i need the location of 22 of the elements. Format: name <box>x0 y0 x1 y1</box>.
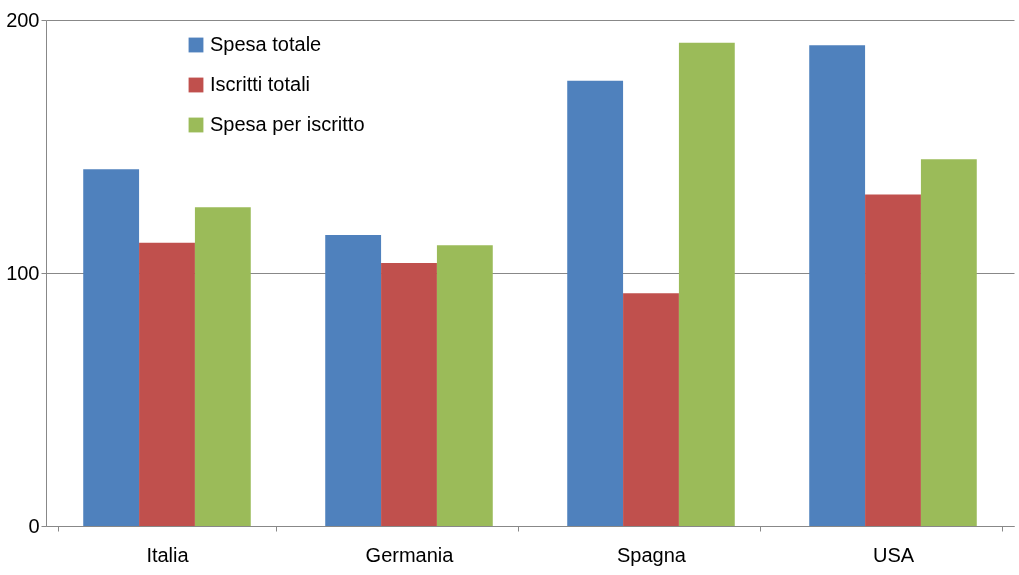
bar <box>920 159 977 526</box>
x-tick-label: USA <box>872 543 915 566</box>
y-tick-label: 100 <box>6 261 40 284</box>
bar <box>139 242 195 526</box>
legend-label: Iscritti totali <box>210 73 311 95</box>
legend-label: Spesa per iscritto <box>210 113 365 135</box>
bar <box>678 42 735 526</box>
x-tick-label: Germania <box>365 543 455 566</box>
bar <box>381 262 437 526</box>
bar <box>194 207 251 526</box>
y-tick-label: 0 <box>28 514 40 537</box>
x-tick-label: Italia <box>146 543 190 566</box>
bar <box>325 235 382 526</box>
bar <box>83 169 140 526</box>
legend-label: Spesa totale <box>210 33 322 55</box>
x-tick-label: Spagna <box>617 543 687 566</box>
bar <box>865 194 921 526</box>
bar <box>623 293 679 526</box>
bar <box>436 245 493 526</box>
y-tick-label: 200 <box>6 8 40 31</box>
bar <box>567 80 624 526</box>
bar <box>809 45 866 526</box>
